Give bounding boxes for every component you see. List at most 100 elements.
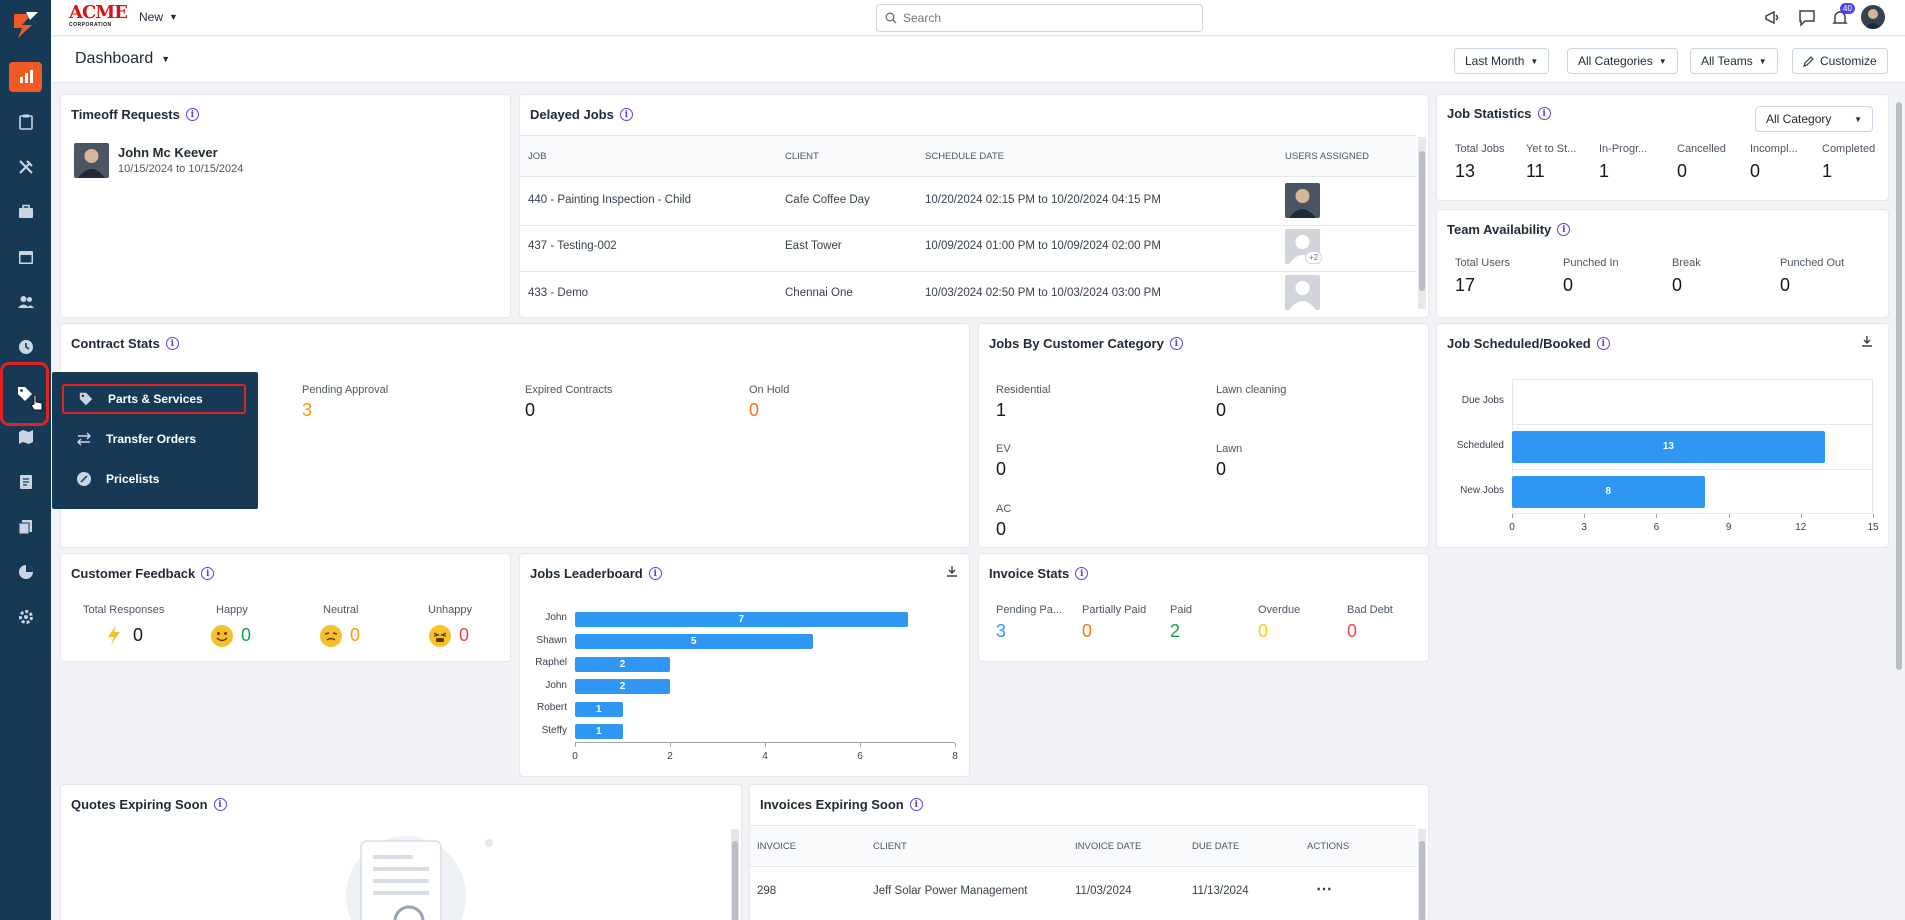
sidebar-item-dashboard[interactable]	[9, 62, 42, 92]
bar[interactable]: 5	[575, 634, 813, 650]
job-category-select[interactable]: All Category ▼	[1755, 106, 1873, 132]
bar[interactable]: 2	[575, 656, 670, 672]
sidebar-item-briefcase[interactable]	[0, 194, 51, 230]
search-box[interactable]	[876, 4, 1203, 32]
app-logo-icon[interactable]	[8, 8, 42, 42]
contract-stat-value: 0	[749, 400, 760, 420]
quotes-scrollbar[interactable]	[731, 829, 739, 920]
stat-label: Incompl...	[1750, 143, 1798, 155]
team-stat-label: Break	[1672, 257, 1701, 269]
bar-value-label: 1	[595, 703, 602, 715]
contract-stat-label: On Hold	[749, 384, 790, 396]
company-logo[interactable]: ACME CORPORATION	[69, 2, 128, 29]
column-header-invoice-date: INVOICE DATE	[1075, 841, 1142, 852]
category-value: 0	[996, 459, 1007, 479]
invoices-scrollbar[interactable]	[1418, 829, 1426, 920]
sidebar-item-reports[interactable]	[0, 554, 51, 590]
stat-label: Cancelled	[1677, 143, 1726, 155]
documents-icon	[18, 520, 32, 535]
info-icon[interactable]: i	[201, 567, 215, 580]
sidebar-item-time[interactable]	[0, 329, 51, 365]
customize-button[interactable]: Customize	[1792, 48, 1888, 74]
person-avatar-icon	[1289, 189, 1316, 218]
info-icon[interactable]: i	[909, 798, 923, 811]
leaderboard-chart: John 7 Shawn 5 Raphel 2 John 2 Robert 1 Steffy 1 0 2 4…	[520, 554, 969, 776]
categories-filter[interactable]: All Categories ▼	[1567, 48, 1678, 74]
column-header-invoice: INVOICE	[757, 841, 797, 852]
info-icon[interactable]: i	[1075, 567, 1089, 580]
notification-badge: 40	[1840, 3, 1855, 14]
period-filter[interactable]: Last Month ▼	[1454, 48, 1550, 74]
bar[interactable]: 13	[1512, 430, 1825, 463]
card-title: Job Scheduled/Booked	[1447, 336, 1591, 351]
sidebar-item-settings[interactable]	[0, 599, 51, 635]
info-icon[interactable]: i	[1596, 337, 1610, 350]
page-title: Dashboard	[75, 50, 154, 67]
scrollbar-thumb[interactable]	[1896, 102, 1902, 670]
notifications-button[interactable]: 40	[1831, 3, 1855, 27]
stat-value: 13	[1455, 161, 1476, 181]
bar[interactable]: 2	[575, 679, 670, 695]
team-stat-label: Total Users	[1455, 257, 1511, 269]
scrollbar-thumb[interactable]	[1419, 151, 1425, 291]
x-tick-label: 6	[857, 751, 863, 762]
bar[interactable]: 8	[1512, 475, 1705, 508]
timeoff-requests-card: Timeoff Requests i John Mc Keever 10/15/2…	[60, 94, 511, 318]
info-icon[interactable]: i	[165, 337, 179, 350]
menu-item-transfer-orders[interactable]: Transfer Orders	[62, 424, 246, 454]
download-icon[interactable]	[945, 564, 959, 578]
delayed-jobs-card: Delayed Jobs i JOB CLIENT SCHEDULE DATE U…	[519, 94, 1429, 318]
column-header-schedule-date: SCHEDULE DATE	[925, 151, 1005, 162]
invoice-stat-value: 2	[1170, 621, 1181, 641]
dashboard-selector[interactable]: Dashboard ▼	[75, 50, 170, 68]
megaphone-icon[interactable]	[1764, 9, 1782, 27]
card-title: Team Availability	[1447, 222, 1552, 237]
sidebar-item-jobs[interactable]	[0, 104, 51, 140]
info-icon[interactable]: i	[619, 108, 633, 121]
new-menu-button[interactable]: New ▼	[139, 10, 178, 24]
table-scrollbar[interactable]	[1418, 137, 1426, 309]
sidebar-item-users[interactable]	[0, 284, 51, 320]
invoices-expiring-card: Invoices Expiring Soon i INVOICE CLIENT I…	[749, 784, 1429, 920]
menu-item-parts-services[interactable]: Parts & Services	[62, 384, 246, 414]
sidebar-item-invoices[interactable]	[0, 464, 51, 500]
more-actions-icon[interactable]: ⋯	[1316, 881, 1332, 898]
card-title: Timeoff Requests	[71, 107, 180, 122]
user-avatar[interactable]	[1861, 5, 1885, 29]
page-scrollbar[interactable]	[1895, 90, 1903, 920]
sidebar-item-parts[interactable]	[0, 362, 49, 426]
chat-icon[interactable]	[1798, 9, 1816, 27]
category-value: 0	[1216, 459, 1227, 479]
x-tick-label: 0	[572, 751, 578, 762]
lightning-icon	[108, 625, 120, 645]
sidebar-item-documents[interactable]	[0, 509, 51, 545]
scrollbar-thumb[interactable]	[1419, 841, 1425, 920]
info-icon[interactable]: i	[648, 567, 662, 580]
info-icon[interactable]: i	[213, 798, 227, 811]
sidebar-item-map[interactable]	[0, 419, 51, 455]
invoice-stat-label: Partially Paid	[1082, 604, 1147, 616]
card-title: Delayed Jobs	[530, 107, 614, 122]
contract-stat-value: 0	[525, 400, 536, 420]
gridline	[1512, 424, 1873, 425]
sidebar-item-tools[interactable]	[0, 149, 51, 185]
info-icon[interactable]: i	[185, 108, 199, 121]
sidebar-item-calendar[interactable]	[0, 239, 51, 275]
bar[interactable]: 1	[575, 701, 623, 717]
search-input[interactable]	[903, 11, 1183, 25]
x-tick-label: 12	[1795, 522, 1807, 533]
person-placeholder-icon	[1289, 281, 1316, 310]
menu-item-pricelists[interactable]: Pricelists	[62, 464, 246, 494]
scrollbar-thumb[interactable]	[732, 841, 738, 920]
invoice-icon	[19, 475, 32, 489]
teams-filter[interactable]: All Teams ▼	[1690, 48, 1778, 74]
bar[interactable]: 1	[575, 724, 623, 740]
info-icon[interactable]: i	[1557, 223, 1571, 236]
info-icon[interactable]: i	[1169, 337, 1183, 350]
happy-value: 0	[241, 625, 252, 645]
chevron-down-icon: ▼	[169, 12, 178, 22]
info-icon[interactable]: i	[1537, 107, 1551, 120]
download-icon[interactable]	[1860, 334, 1874, 348]
bar[interactable]: 7	[575, 611, 908, 627]
card-title: Contract Stats	[71, 336, 160, 351]
